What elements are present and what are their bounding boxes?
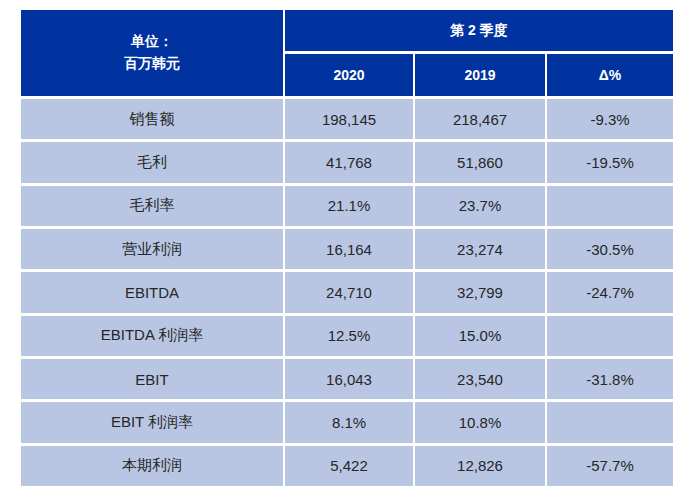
value-2020-cell: 21.1%	[285, 186, 413, 226]
value-2020-cell: 198,145	[285, 99, 413, 139]
value-2020-cell: 5,422	[285, 446, 413, 486]
delta-cell: -19.5%	[547, 142, 673, 182]
financial-table: 单位： 百万韩元 第 2 季度 2020 2019 Δ% 销售额 198,145…	[21, 10, 673, 486]
metric-label-cell: 毛利	[21, 142, 283, 182]
value-2019-cell: 10.8%	[415, 402, 545, 442]
col-header-2020: 2020	[285, 54, 413, 96]
delta-cell: -31.8%	[547, 359, 673, 399]
delta-cell	[547, 186, 673, 226]
delta-cell: -9.3%	[547, 99, 673, 139]
value-2019-cell: 218,467	[415, 99, 545, 139]
metric-label-cell: 本期利润	[21, 446, 283, 486]
value-2020-cell: 24,710	[285, 272, 413, 312]
delta-cell	[547, 402, 673, 442]
metric-label-cell: EBITDA 利润率	[21, 316, 283, 356]
unit-header-line2: 百万韩元	[124, 53, 180, 75]
value-2019-cell: 23,540	[415, 359, 545, 399]
page: 单位： 百万韩元 第 2 季度 2020 2019 Δ% 销售额 198,145…	[0, 0, 695, 500]
metric-label-cell: EBIT	[21, 359, 283, 399]
value-2019-cell: 23.7%	[415, 186, 545, 226]
metric-label-cell: EBIT 利润率	[21, 402, 283, 442]
col-header-delta: Δ%	[547, 54, 673, 96]
value-2020-cell: 41,768	[285, 142, 413, 182]
value-2020-cell: 8.1%	[285, 402, 413, 442]
value-2019-cell: 23,274	[415, 229, 545, 269]
col-header-2019: 2019	[415, 54, 545, 96]
unit-header-cell: 单位： 百万韩元	[21, 10, 283, 96]
metric-label-cell: 营业利润	[21, 229, 283, 269]
value-2020-cell: 16,043	[285, 359, 413, 399]
value-2019-cell: 12,826	[415, 446, 545, 486]
delta-cell: -30.5%	[547, 229, 673, 269]
metric-label-cell: EBITDA	[21, 272, 283, 312]
value-2019-cell: 15.0%	[415, 316, 545, 356]
delta-cell: -24.7%	[547, 272, 673, 312]
metric-label-cell: 销售额	[21, 99, 283, 139]
value-2019-cell: 32,799	[415, 272, 545, 312]
delta-cell: -57.7%	[547, 446, 673, 486]
quarter-header-cell: 第 2 季度	[285, 10, 673, 51]
metric-label-cell: 毛利率	[21, 186, 283, 226]
value-2019-cell: 51,860	[415, 142, 545, 182]
unit-header-line1: 单位：	[131, 31, 173, 53]
delta-cell	[547, 316, 673, 356]
value-2020-cell: 16,164	[285, 229, 413, 269]
value-2020-cell: 12.5%	[285, 316, 413, 356]
